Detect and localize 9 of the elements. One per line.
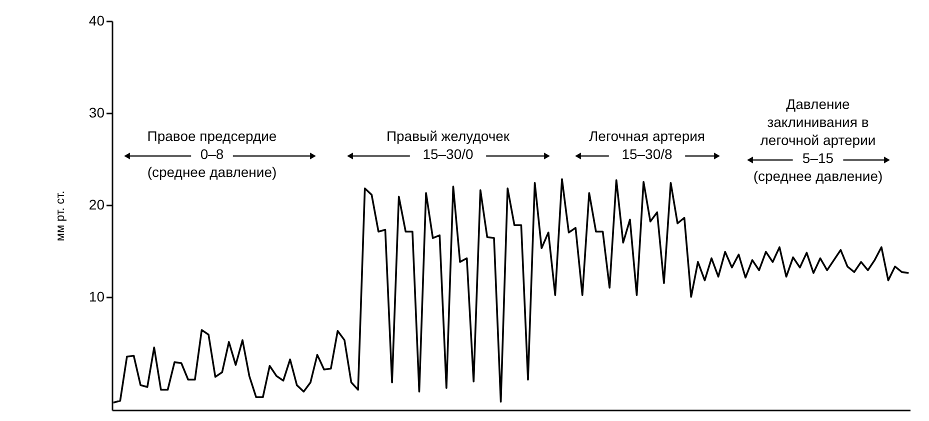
y-axis-title: мм рт. ст. <box>52 190 67 242</box>
annotation: Давление заклинивания в легочной артерии 5–15 (среднее давление) <box>753 96 883 184</box>
y-tick-label: 40 <box>88 12 105 28</box>
annotation: Правый желудочек 15–30/0 <box>386 128 510 162</box>
y-tick-label: 20 <box>88 196 105 212</box>
annotation: Правое предсердие 0–8 (среднее давление) <box>147 128 277 180</box>
y-tick-label: 10 <box>88 288 105 304</box>
y-tick-label: 30 <box>88 104 105 120</box>
annotation: Легочная артерия 15–30/8 <box>588 128 706 162</box>
